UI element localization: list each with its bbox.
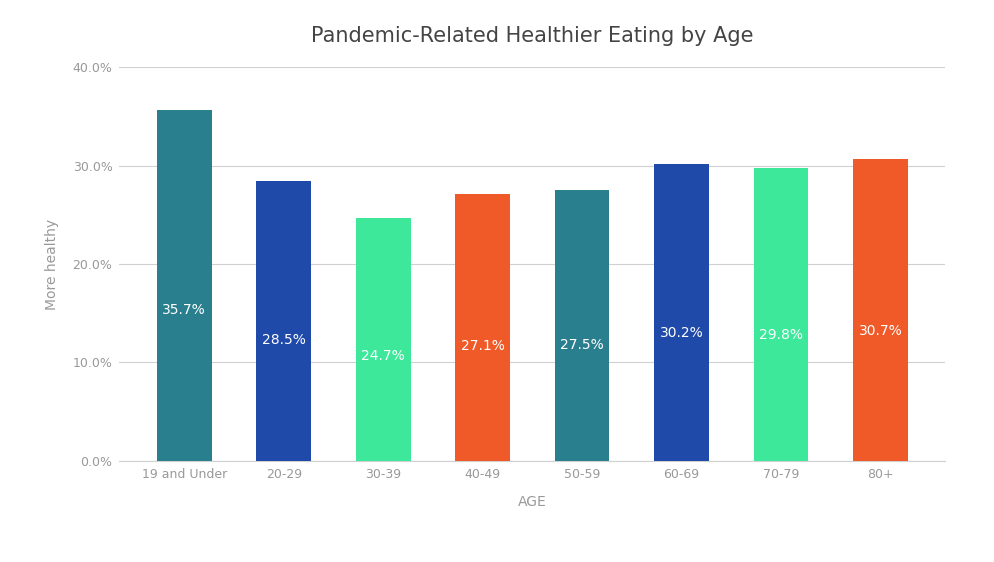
Bar [852,159,907,461]
Bar [256,180,311,461]
Text: 27.1%: 27.1% [460,339,504,353]
Text: 28.5%: 28.5% [261,333,305,347]
Bar [455,194,510,461]
X-axis label: AGE: AGE [518,495,546,509]
Bar [157,110,212,461]
Text: 29.8%: 29.8% [758,328,802,342]
Bar [653,164,708,461]
Text: 30.7%: 30.7% [858,324,902,338]
Text: 35.7%: 35.7% [162,303,206,317]
Text: 24.7%: 24.7% [361,350,405,364]
Bar [356,218,411,461]
Y-axis label: More healthy: More healthy [45,219,59,310]
Title: Pandemic-Related Healthier Eating by Age: Pandemic-Related Healthier Eating by Age [311,26,752,47]
Bar [752,167,807,461]
Bar [554,191,608,461]
Text: 27.5%: 27.5% [560,338,603,352]
Text: 30.2%: 30.2% [659,326,703,340]
